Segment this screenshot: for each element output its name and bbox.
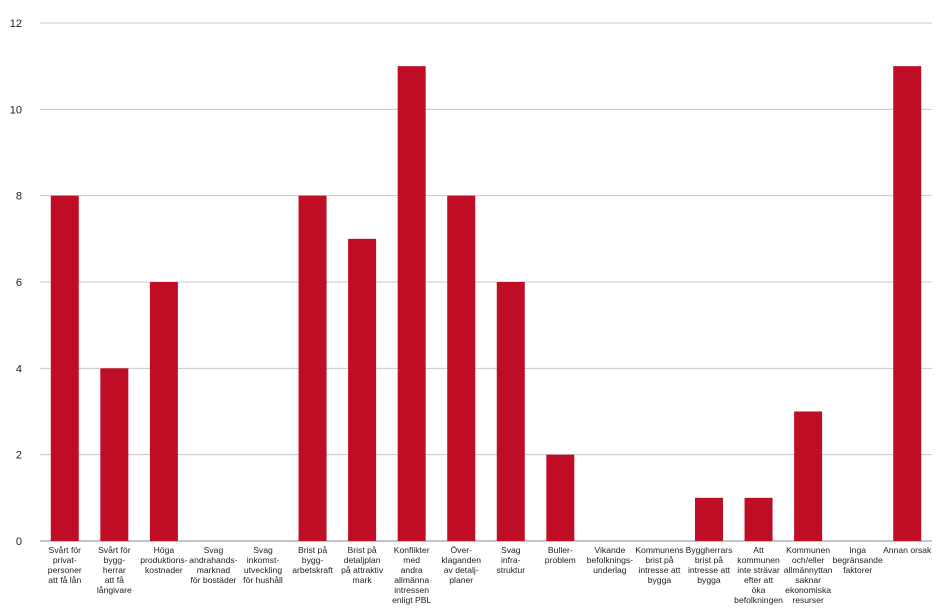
bar bbox=[496, 282, 525, 541]
x-tick-label: Över- klaganden av detalj- planer bbox=[441, 545, 482, 585]
x-tick-label: Buller- problem bbox=[544, 545, 576, 565]
x-tick-label: Att kommunen inte strävar efter att öka … bbox=[734, 545, 783, 605]
bar bbox=[298, 195, 327, 541]
x-tick-label: Brist på detaljplan på attraktiv mark bbox=[341, 545, 384, 585]
bar bbox=[794, 411, 823, 541]
bar bbox=[695, 497, 723, 541]
y-tick-label: 0 bbox=[16, 536, 22, 548]
bar bbox=[348, 238, 377, 542]
y-tick-label: 4 bbox=[16, 363, 22, 375]
x-tick-label: Brist på bygg- arbetskraft bbox=[292, 545, 333, 575]
x-tick-label: Svag inkomst- utveckling för hushåll bbox=[243, 545, 283, 585]
y-tick-label: 10 bbox=[10, 104, 22, 116]
x-tick-label: Konflikter med andra allmänna intressen … bbox=[392, 545, 432, 605]
y-tick-label: 6 bbox=[16, 277, 22, 289]
x-tick-label: Höga produktions- kostnader bbox=[140, 545, 188, 575]
y-axis-ticks: 0 2 4 6 8 10 12 bbox=[10, 18, 22, 548]
x-tick-label: Byggherrars brist på intresse att bygga bbox=[685, 545, 733, 585]
bar bbox=[546, 454, 575, 541]
x-tick-label: Kommunen och/eller allmännyttan saknar e… bbox=[783, 545, 833, 605]
bar bbox=[893, 66, 922, 542]
bar bbox=[50, 195, 79, 541]
x-tick-label: Annan orsak bbox=[883, 545, 932, 555]
x-tick-label: Svag andrahands- marknad för bostäder bbox=[189, 545, 238, 585]
bar bbox=[744, 497, 773, 541]
bar bbox=[397, 66, 426, 542]
x-tick-label: Svårt för bygg- herrar att få långivare bbox=[96, 545, 132, 595]
x-tick-label: Inga begränsande faktorer bbox=[832, 545, 883, 575]
bar-layer bbox=[50, 66, 922, 542]
x-tick-label: Svårt för privat- personer att få lån bbox=[47, 545, 82, 585]
grid-layer bbox=[40, 22, 932, 542]
x-tick-label: Kommunens brist på intresse att bygga bbox=[635, 545, 684, 585]
bar bbox=[100, 368, 129, 541]
y-tick-label: 12 bbox=[10, 18, 22, 30]
bar bbox=[447, 195, 476, 541]
y-tick-label: 2 bbox=[16, 450, 22, 462]
x-tick-label: Svag infra- struktur bbox=[496, 545, 526, 575]
y-tick-label: 8 bbox=[16, 191, 22, 203]
bar bbox=[149, 282, 178, 541]
x-tick-label: Vikande befolknings- underlag bbox=[586, 545, 634, 575]
